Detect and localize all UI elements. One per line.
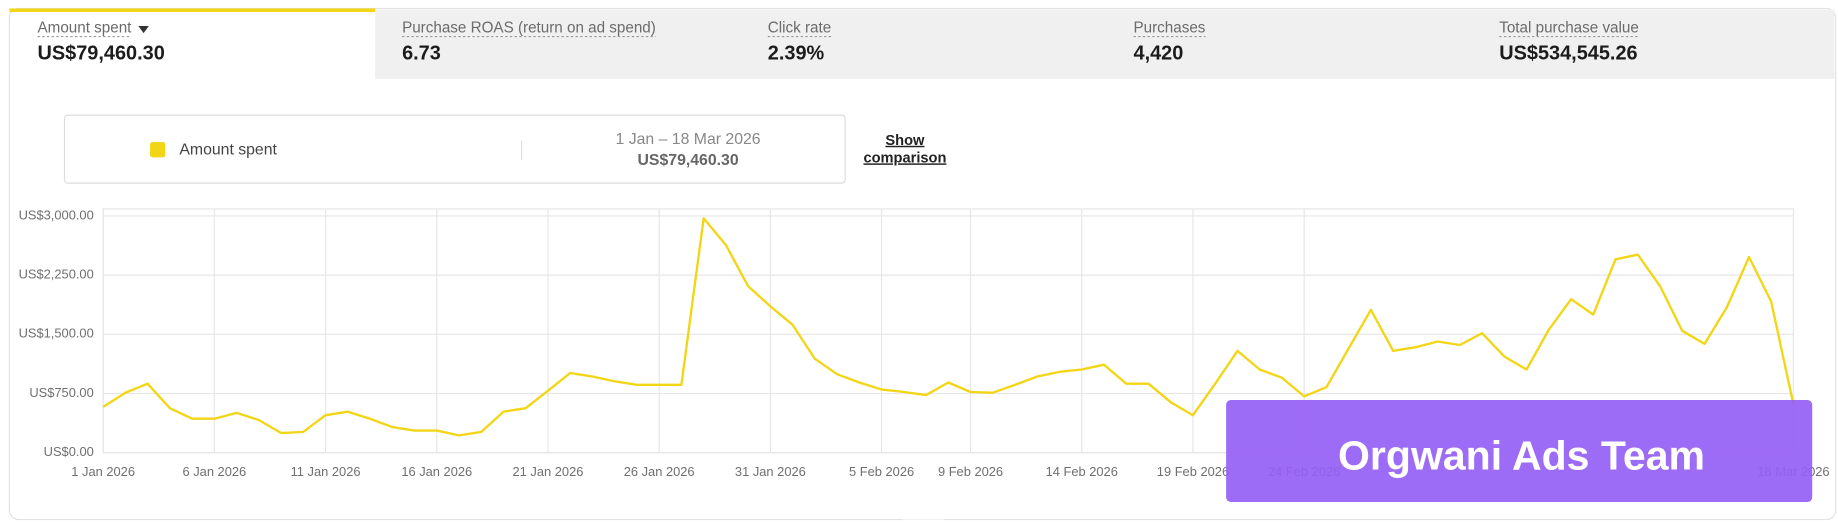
watermark-box [1226, 399, 1813, 502]
show-comparison[interactable]: comparison [863, 150, 946, 166]
y-tick-label: US$2,250.00 [19, 267, 94, 282]
x-tick-label: 5 Feb 2026 [849, 464, 914, 479]
x-tick-label: 19 Feb 2026 [1157, 464, 1229, 479]
metric-label: Amount spent [38, 19, 133, 36]
tab-bar [375, 9, 1835, 79]
x-tick-label: 31 Jan 2026 [735, 464, 806, 479]
metric-label: Purchases [1134, 19, 1206, 36]
x-tick-label: 11 Jan 2026 [291, 464, 361, 479]
metric-label: Purchase ROAS (return on ad spend) [402, 19, 656, 36]
legend-name: Amount spent [179, 141, 277, 158]
legend-swatch [150, 142, 166, 158]
footer-gap [902, 519, 944, 528]
metric-value: 4,420 [1134, 42, 1184, 64]
x-tick-label: 6 Jan 2026 [182, 464, 246, 479]
show-comparison[interactable]: Show [885, 133, 925, 149]
metric-value: US$534,545.26 [1499, 42, 1637, 64]
series-line [102, 217, 1795, 437]
dropdown-arrow[interactable] [138, 26, 149, 34]
watermark: Orgwani Ads Team [1338, 432, 1705, 478]
x-tick-label: 26 Jan 2026 [624, 464, 695, 479]
x-tick-label: 21 Jan 2026 [513, 464, 584, 479]
x-tick-label: 14 Feb 2026 [1046, 464, 1118, 479]
y-tick-label: US$750.00 [29, 385, 93, 400]
metric-tabs: Amount spent US$79,460.30 Purchase ROAS (r… [37, 19, 1639, 64]
y-tick-label: US$0.00 [44, 444, 94, 459]
active-tab-indicator [9, 8, 376, 12]
y-tick-label: US$3,000.00 [19, 207, 94, 222]
date-range: 1 Jan – 18 Mar 2026 [616, 131, 761, 148]
metric-label: Total purchase value [1499, 19, 1639, 36]
x-tick-label: 16 Jan 2026 [401, 464, 472, 479]
legend-panel [63, 114, 846, 184]
x-tick-label: 9 Feb 2026 [938, 464, 1003, 479]
metric-value: US$79,460.30 [38, 42, 165, 64]
legend-total: US$79,460.30 [638, 152, 739, 169]
y-tick-label: US$1,500.00 [19, 326, 94, 341]
metric-label: Click rate [768, 19, 831, 36]
x-tick-label: 1 Jan 2026 [71, 464, 135, 479]
plot: US$0.00 US$750.00 US$1,500.00 US$2,250.00 US… [19, 207, 1830, 479]
metric-value: 2.39% [768, 42, 825, 64]
metric-value: 6.73 [402, 42, 441, 64]
